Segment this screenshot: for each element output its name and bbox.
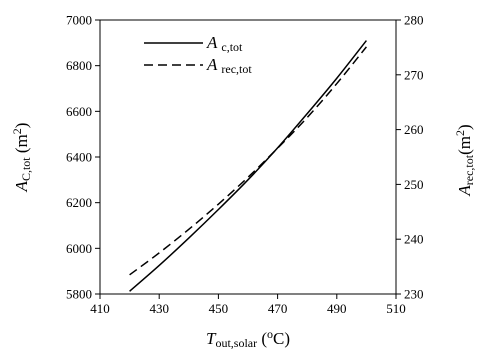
series-line-a-c-tot [129,40,367,292]
y-right-tick-label: 240 [404,232,424,247]
y-left-tick-label: 6800 [66,58,92,73]
series-line-a-rec-tot [129,46,367,276]
x-tick-label: 410 [90,301,110,316]
x-tick-label: 510 [386,301,406,316]
y-left-tick-label: 7000 [66,13,92,28]
y-left-tick-label: 6600 [66,104,92,119]
y-left-axis-label: AC,tot (m2) [10,123,33,193]
series-lines [129,40,367,292]
y-left-tick-label: 6400 [66,150,92,165]
y-right-axis-label: Arec,tot(m2) [453,124,476,196]
axes: 410 430 450 470 490 510 5800 6000 6200 6400 6600 68… [66,13,424,317]
y-right-tick-label: 280 [404,13,424,28]
y-right-tick-label: 250 [404,177,424,192]
y-right-tick-label: 270 [404,67,424,82]
y-left-tick-label: 6200 [66,195,92,210]
axis-labels: Tout,solar (oC) AC,tot (m2) Arec,tot(m2) [10,123,476,350]
y-left-tick-label: 5800 [66,287,92,302]
x-tick-label: 450 [209,301,229,316]
x-tick-label: 490 [327,301,347,316]
x-tick-label: 430 [149,301,169,316]
y-left-tick-label: 6000 [66,241,92,256]
x-axis-label: Tout,solar (oC) [206,327,290,350]
y-right-tick-label: 260 [404,122,424,137]
y-right-tick-label: 230 [404,287,424,302]
x-tick-label: 470 [268,301,288,316]
